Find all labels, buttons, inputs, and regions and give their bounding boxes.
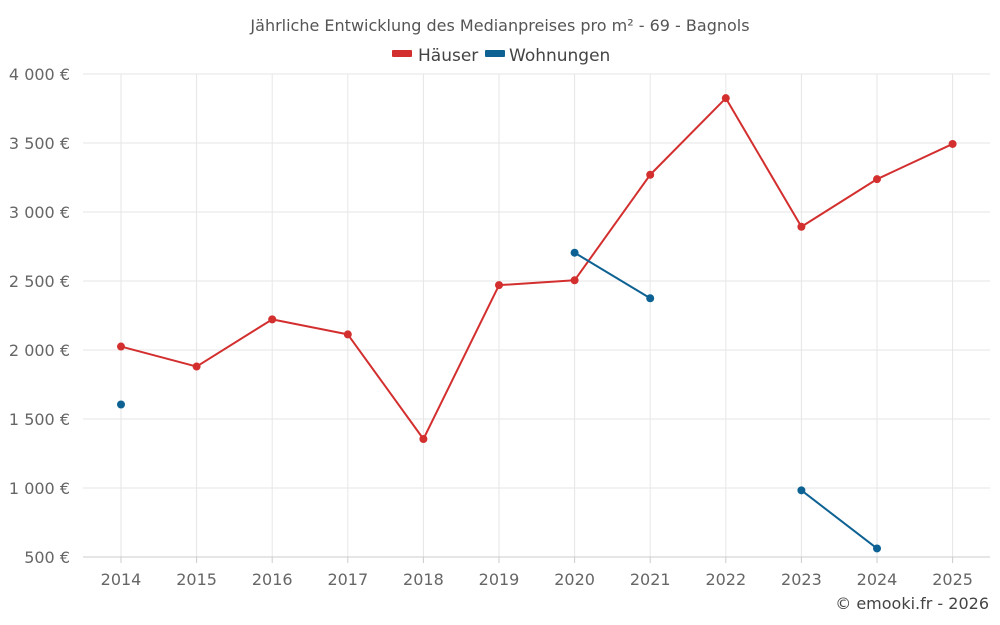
data-point[interactable] [948,139,957,148]
data-point[interactable] [117,400,125,409]
series-wohnungen [117,248,881,553]
data-point[interactable] [570,276,579,285]
series-line-segment [195,318,274,368]
data-point[interactable] [797,486,806,495]
y-tick-label: 2 000 € [9,341,70,360]
series-line-segment [422,284,500,441]
x-tick-label: 2017 [327,570,368,589]
series-line-segment [649,97,727,176]
data-point[interactable] [570,248,579,257]
y-tick-label: 1 000 € [9,479,70,498]
data-point[interactable] [873,544,881,553]
y-tick-label: 2 500 € [9,272,70,291]
legend-label: Wohnungen [509,46,610,66]
x-tick-label: 2021 [630,570,671,589]
series-line-segment [800,178,878,228]
series-line-segment [573,173,652,282]
series-line-segment [120,345,198,368]
x-tick-label: 2025 [932,570,973,589]
axes: 500 € 1 000 € 1 500 € 2 000 € 2 500 € 3 000 €… [9,65,990,589]
data-point[interactable] [343,330,352,339]
series-line-segment [271,318,349,336]
x-tick-label: 2024 [857,570,898,589]
x-tick-label: 2016 [252,570,293,589]
legend-item-haeuser[interactable]: Häuser [392,46,478,66]
x-tick-label: 2023 [781,570,822,589]
series-line-segment [346,333,425,441]
x-tick-label: 2019 [479,570,520,589]
x-tick-label: 2018 [403,570,444,589]
legend-swatch [392,50,412,57]
data-point[interactable] [721,94,730,103]
y-tick-label: 4 000 € [9,65,70,84]
legend[interactable]: Häuser Wohnungen [392,46,610,66]
copyright-text: © emooki.fr - 2026 [835,594,989,613]
y-tick-label: 3 000 € [9,203,70,222]
x-tick-label: 2014 [101,570,142,589]
data-point[interactable] [117,342,125,351]
data-point[interactable] [495,281,503,290]
legend-swatch [485,50,505,57]
series-line-segment [724,97,803,228]
data-point[interactable] [873,175,881,184]
x-tick-label: 2015 [176,570,217,589]
series-line-segment [800,489,878,550]
series-haeuser [117,94,957,444]
x-tick-label: 2020 [554,570,595,589]
series-line-segment [876,142,954,181]
series-line-segment [573,251,652,300]
data-point[interactable] [646,170,655,179]
legend-label: Häuser [418,46,478,66]
chart-title: Jährliche Entwicklung des Medianpreises … [249,16,749,35]
data-point[interactable] [192,362,201,371]
data-point[interactable] [268,315,277,324]
y-tick-label: 1 500 € [9,410,70,429]
data-point[interactable] [646,294,655,303]
y-tick-label: 3 500 € [9,134,70,153]
x-tick-label: 2022 [705,570,746,589]
series-layer [117,94,957,553]
y-tick-label: 500 € [24,548,70,567]
gridlines [83,73,990,557]
data-point[interactable] [797,222,806,231]
legend-item-wohnungen[interactable]: Wohnungen [485,46,610,66]
data-point[interactable] [419,435,428,444]
series-line-segment [498,279,576,287]
